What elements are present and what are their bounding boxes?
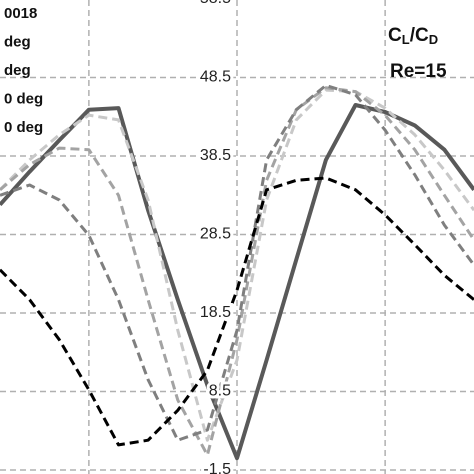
chart-subtitle: Re=15: [390, 61, 447, 82]
y-tick-label: 18.5: [200, 304, 231, 321]
labels: -1.5 8.5 18.5 28.5 38.5 48.5 58.5 0018 deg deg 0 d…: [4, 0, 234, 474]
chart-title: CL/CD: [388, 25, 438, 47]
y-tick-label: 48.5: [200, 69, 231, 86]
plot-area: [0, 83, 474, 461]
series-line: [0, 176, 474, 447]
title-part: D: [429, 32, 438, 47]
y-tick-label: -1.5: [203, 461, 231, 474]
title-part: /C: [410, 25, 429, 46]
legend-label: 0018: [4, 5, 37, 22]
legend-label: 0 deg: [4, 119, 43, 136]
title-part: L: [402, 32, 410, 47]
y-tick-label: 28.5: [200, 226, 231, 243]
y-tick-label: 58.5: [200, 0, 231, 7]
series-line: [0, 86, 474, 457]
title-part: C: [388, 25, 402, 46]
series-line: [0, 83, 474, 442]
legend-label: deg: [4, 62, 31, 79]
y-tick-label: 8.5: [209, 383, 231, 400]
legend-label: 0 deg: [4, 90, 43, 107]
legend-label: deg: [4, 33, 31, 50]
series-line: [0, 88, 474, 442]
y-tick-label: 38.5: [200, 147, 231, 164]
